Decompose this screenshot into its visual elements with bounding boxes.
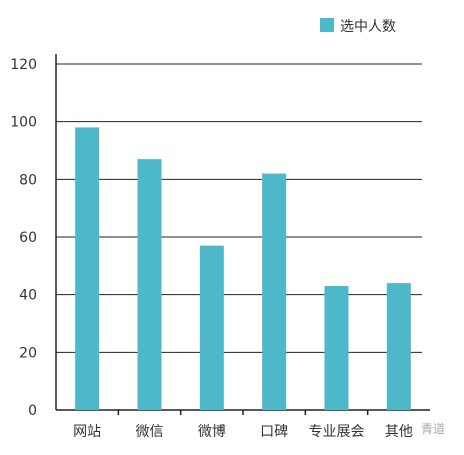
bars	[75, 127, 411, 410]
tick-labels: 0 20 40 60 80 100 120 网站 微信 微博 口碑 专业展会 其他	[10, 57, 413, 440]
y-tick-label: 80	[19, 172, 37, 188]
x-tick-label: 其他	[385, 424, 413, 440]
x-tick-label: 口碑	[260, 424, 288, 440]
y-tick-label: 120	[10, 57, 37, 73]
bar-6	[386, 283, 411, 410]
y-tick-label: 40	[19, 288, 37, 304]
bar-4	[262, 173, 287, 410]
x-tick-label: 微信	[136, 424, 164, 440]
legend-label: 选中人数	[340, 19, 396, 35]
y-tick-label: 60	[19, 230, 37, 246]
legend-swatch	[320, 18, 334, 32]
x-tick-label: 网站	[73, 424, 101, 440]
gridlines	[56, 63, 422, 353]
bar-5	[324, 286, 349, 410]
y-tick-label: 20	[19, 345, 37, 361]
bar-1	[75, 127, 100, 410]
x-tick-label: 专业展会	[309, 424, 365, 440]
watermark-text: 青道	[421, 422, 445, 436]
bar-2	[137, 159, 162, 410]
y-tick-label: 0	[28, 403, 37, 419]
x-tick-label: 微博	[198, 423, 226, 440]
legend: 选中人数	[320, 18, 396, 35]
axes	[55, 54, 430, 415]
y-tick-label: 100	[10, 115, 37, 131]
bar-3	[199, 245, 224, 410]
